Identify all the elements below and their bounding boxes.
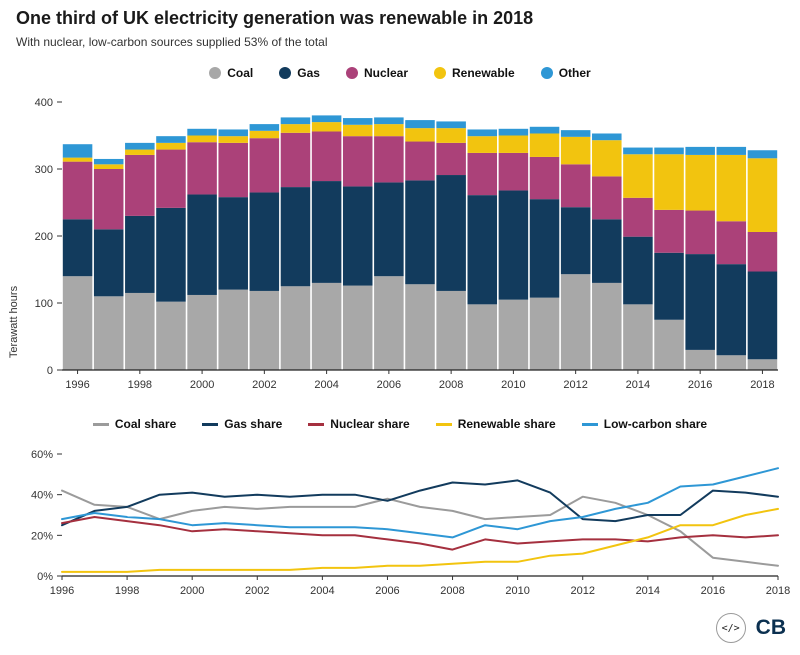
bar-series-renewable	[62, 122, 778, 232]
renewable-swatch-icon	[434, 67, 446, 79]
svg-text:2018: 2018	[766, 585, 790, 597]
svg-text:1996: 1996	[65, 379, 89, 391]
svg-text:1996: 1996	[50, 585, 74, 597]
line-series-coal-share	[61, 489, 779, 567]
svg-text:2006: 2006	[377, 379, 401, 391]
svg-text:1998: 1998	[128, 379, 152, 391]
svg-text:2014: 2014	[626, 379, 650, 391]
gas-share-swatch-icon	[202, 422, 219, 426]
line-chart: 0% 20% 40% 60% 1996 1998 2000 2002 2004 2006 2008 2…	[0, 440, 800, 617]
svg-text:400: 400	[35, 97, 53, 109]
svg-text:2012: 2012	[570, 585, 594, 597]
renewable-share-swatch-icon	[435, 422, 452, 426]
legend-label: Gas share	[224, 417, 283, 431]
page-title: One third of UK electricity generation w…	[16, 8, 534, 28]
legend-item-renewable-share: Renewable share	[435, 417, 556, 431]
svg-text:2012: 2012	[563, 379, 587, 391]
svg-text:2008: 2008	[440, 585, 464, 597]
bar-series-other	[62, 115, 778, 165]
gas-swatch-icon	[279, 67, 292, 79]
coal-swatch-icon	[209, 67, 222, 79]
bar-chart: Terawatt hours 0 100 200 300 400 1996 1998 2000…	[0, 88, 800, 408]
legend-label: Low-carbon share	[603, 417, 708, 431]
bar-x-axis: 1996 1998 2000 2002 2004 2006 2008 2010 2012 2014…	[65, 370, 775, 391]
legend-label: Nuclear	[363, 66, 408, 80]
svg-text:2010: 2010	[505, 585, 529, 597]
line-series-renewable-share	[61, 507, 779, 573]
legend-label: Coal	[227, 66, 254, 80]
legend-item-gas-share: Gas share	[202, 417, 282, 431]
legend-item-renewable: Renewable	[434, 66, 515, 80]
line-chart-legend: Coal share Gas share Nuclear share Renewabl…	[0, 417, 800, 431]
bar-series-coal	[62, 274, 778, 370]
svg-text:60%: 60%	[31, 449, 53, 461]
nuclear-share-swatch-icon	[308, 422, 325, 426]
svg-text:0: 0	[47, 365, 53, 377]
line-series-nuclear-share	[61, 516, 779, 551]
svg-text:2016: 2016	[688, 379, 712, 391]
svg-text:2004: 2004	[314, 379, 338, 391]
legend-label: Coal share	[114, 417, 177, 431]
legend-label: Renewable	[452, 66, 515, 80]
other-swatch-icon	[540, 67, 553, 79]
legend-item-gas: Gas	[279, 66, 320, 80]
page-subtitle: With nuclear, low-carbon sources supplie…	[16, 35, 328, 49]
svg-text:2006: 2006	[375, 585, 399, 597]
embed-code-icon[interactable]: </>	[715, 613, 746, 643]
svg-text:2010: 2010	[501, 379, 525, 391]
legend-item-nuclear-share: Nuclear share	[308, 417, 410, 431]
line-x-axis: 1996 1998 2000 2002 2004 2006 2008 2010 2012 2014…	[50, 576, 790, 597]
svg-text:2002: 2002	[252, 379, 276, 391]
y-axis-label: Terawatt hours	[8, 285, 20, 359]
bar-chart-svg: 0 100 200 300 400 1996 1998 2000 2002 2004 2006 200…	[35, 97, 778, 391]
line-series-low-carbon-share	[61, 467, 779, 539]
bar-series-nuclear	[62, 131, 778, 272]
svg-text:2008: 2008	[439, 379, 463, 391]
svg-text:1998: 1998	[115, 585, 139, 597]
legend-label: Other	[558, 66, 591, 80]
coal-share-swatch-icon	[92, 422, 109, 426]
legend-item-other: Other	[540, 66, 591, 80]
bar-series-gas	[62, 175, 778, 360]
legend-item-low-carbon-share: Low-carbon share	[581, 417, 708, 431]
legend-label: Gas	[297, 66, 320, 80]
svg-text:20%: 20%	[31, 530, 53, 542]
svg-text:2002: 2002	[245, 585, 269, 597]
svg-text:2016: 2016	[701, 585, 725, 597]
svg-text:2000: 2000	[190, 379, 214, 391]
line-y-axis: 0% 20% 40% 60%	[31, 449, 62, 583]
svg-text:200: 200	[35, 231, 53, 243]
svg-text:2018: 2018	[750, 379, 774, 391]
nuclear-swatch-icon	[345, 67, 358, 79]
svg-text:2014: 2014	[636, 585, 660, 597]
svg-text:2004: 2004	[310, 585, 334, 597]
svg-text:300: 300	[35, 164, 53, 176]
bar-chart-legend: Coal Gas Nuclear Renewable Other	[0, 66, 800, 80]
footer: </> CB	[715, 613, 786, 643]
legend-item-nuclear: Nuclear	[345, 66, 408, 80]
line-chart-svg: 0% 20% 40% 60% 1996 1998 2000 2002 2004 2006 2008 2…	[31, 449, 790, 597]
legend-label: Renewable share	[457, 417, 556, 431]
line-series-gas-share	[61, 479, 779, 527]
svg-text:100: 100	[35, 298, 53, 310]
legend-label: Nuclear share	[330, 417, 410, 431]
svg-text:0%: 0%	[37, 571, 53, 583]
carbonbrief-logo[interactable]: CB	[755, 616, 786, 639]
svg-text:2000: 2000	[180, 585, 204, 597]
low-carbon-share-swatch-icon	[581, 422, 598, 426]
bar-y-axis: 0 100 200 300 400	[35, 97, 62, 377]
svg-text:40%: 40%	[31, 490, 53, 502]
legend-item-coal-share: Coal share	[92, 417, 177, 431]
legend-item-coal: Coal	[209, 66, 253, 80]
